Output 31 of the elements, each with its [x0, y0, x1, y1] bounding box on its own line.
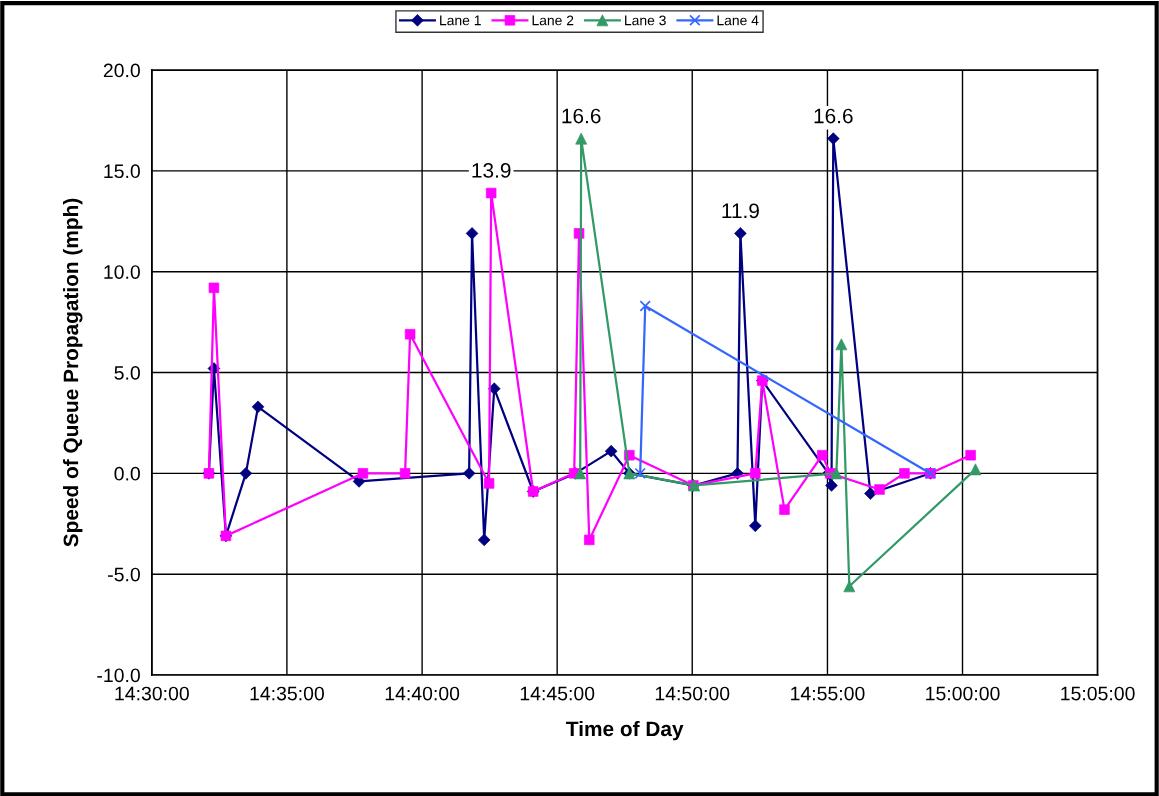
x-tick-label: 15:00:00: [926, 686, 1000, 701]
x-tick-label: 14:45:00: [520, 686, 595, 701]
point: [639, 300, 651, 312]
legend-label: Lane 4: [717, 15, 759, 26]
annotation: 16.6: [814, 108, 853, 124]
legend-label: Lane 3: [625, 15, 666, 26]
x-tick-label: 14:30:00: [115, 686, 189, 701]
annotation: 16.6: [562, 108, 601, 124]
y-tick-label: -5.0: [108, 567, 140, 582]
annotation: 11.9: [722, 203, 759, 219]
y-tick-label: 15.0: [104, 164, 140, 179]
point: [208, 282, 220, 294]
y-tick-label: 20.0: [103, 63, 140, 78]
x-axis-title: Time of Day: [566, 720, 684, 741]
y-tick-label: 5.0: [114, 366, 140, 380]
point: [399, 468, 411, 479]
legend-label: Lane 2: [532, 15, 574, 26]
point: [634, 467, 646, 480]
point: [485, 187, 497, 199]
y-tick-label: 10.0: [104, 265, 140, 279]
y-axis-title: Speed of Queue Propagation (mph): [63, 198, 83, 547]
legend-label: Lane 1: [440, 15, 481, 26]
y-tick-label: -10.0: [97, 668, 140, 683]
x-tick-label: 14:35:00: [250, 686, 324, 701]
x-tick-label: 14:40:00: [385, 686, 460, 701]
x-tick-label: 14:55:00: [791, 686, 865, 701]
y-tick-label: 0.0: [114, 466, 140, 481]
x-tick-label: 14:50:00: [655, 686, 730, 701]
annotation: 13.9: [472, 163, 511, 178]
point: [750, 468, 761, 479]
x-tick-label: 15:05:00: [1061, 686, 1135, 701]
